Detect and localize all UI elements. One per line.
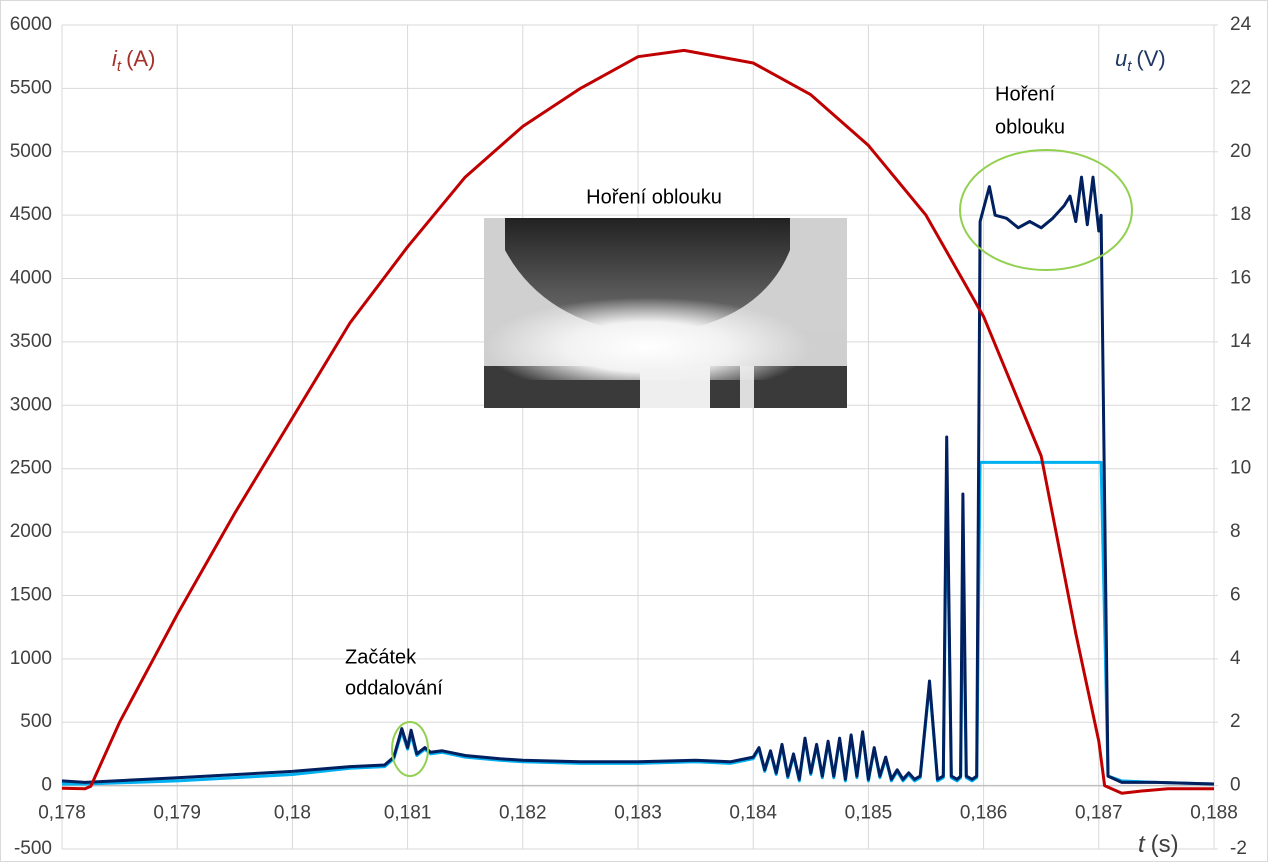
y2-tick-label: 8 xyxy=(1230,521,1241,542)
y2-tick-label: 24 xyxy=(1230,14,1252,35)
series xyxy=(61,48,1215,795)
x-tick-label: 0,185 xyxy=(845,803,893,824)
photo-caption: Hoření oblouku xyxy=(586,186,722,208)
y2-axis-label: ut (V) xyxy=(1115,46,1166,75)
y2-tick-label: 20 xyxy=(1230,141,1251,162)
y-tick-label: 500 xyxy=(20,711,52,732)
y-tick-label: 3500 xyxy=(10,331,52,352)
highlight-ellipse xyxy=(959,149,1133,271)
photo: Hoření oblouku xyxy=(484,186,847,408)
y2-tick-label: 4 xyxy=(1230,648,1241,669)
y-tick-label: 3000 xyxy=(10,394,52,415)
y-tick-label: 2500 xyxy=(10,458,52,479)
series-line xyxy=(61,48,1214,795)
y2-tick-label: -2 xyxy=(1230,838,1247,859)
grid xyxy=(61,24,1215,850)
y2-tick-label: 12 xyxy=(1230,394,1251,415)
y-tick-label: 1500 xyxy=(10,584,52,605)
y-axis-label: it (A) xyxy=(112,46,155,75)
x-tick-label: 0,183 xyxy=(614,803,662,824)
x-tick-label: 0,18 xyxy=(274,803,311,824)
x-tick-label: 0,188 xyxy=(1190,803,1238,824)
y-tick-label: -500 xyxy=(14,838,52,859)
y2-tick-label: 22 xyxy=(1230,77,1251,98)
y-tick-label: 6000 xyxy=(10,14,52,35)
y2-tick-label: 18 xyxy=(1230,204,1251,225)
highlight-ellipse xyxy=(391,721,429,777)
x-tick-label: 0,187 xyxy=(1075,803,1123,824)
x-axis-label: t (s) xyxy=(1138,831,1179,858)
annotation: oblouku xyxy=(995,116,1065,138)
y-tick-label: 4000 xyxy=(10,268,52,289)
y2-tick-label: 14 xyxy=(1230,331,1252,352)
x-tick-label: 0,186 xyxy=(960,803,1008,824)
y2-tick-label: 2 xyxy=(1230,711,1241,732)
y-tick-label: 4500 xyxy=(10,204,52,225)
y-tick-label: 0 xyxy=(41,775,52,796)
annotation: oddalování xyxy=(345,677,443,699)
x-tick-label: 0,178 xyxy=(38,803,86,824)
y-tick-label: 5500 xyxy=(10,77,52,98)
x-tick-label: 0,182 xyxy=(499,803,547,824)
x-tick-label: 0,181 xyxy=(384,803,432,824)
y-tick-label: 5000 xyxy=(10,141,52,162)
series-line xyxy=(61,175,1215,786)
annotation: Hoření xyxy=(995,83,1055,105)
y2-tick-label: 16 xyxy=(1230,268,1251,289)
y2-tick-label: 10 xyxy=(1230,458,1251,479)
x-tick-label: 0,179 xyxy=(153,803,201,824)
x-tick-label: 0,184 xyxy=(729,803,777,824)
y2-tick-label: 6 xyxy=(1230,584,1241,605)
y-tick-label: 2000 xyxy=(10,521,52,542)
annotation: Začátek xyxy=(345,646,417,668)
y2-tick-label: 0 xyxy=(1230,775,1241,796)
y-tick-label: 1000 xyxy=(10,648,52,669)
